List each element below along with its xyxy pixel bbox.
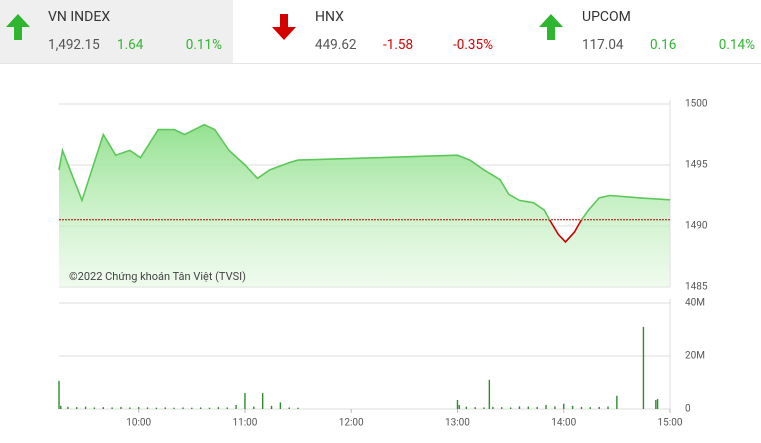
x-tick-label: 15:00 xyxy=(658,418,683,429)
volume-bar xyxy=(580,406,583,409)
volume-bar xyxy=(235,405,237,409)
volume-bar xyxy=(102,407,104,409)
ticker-percent: 0.11% xyxy=(185,37,222,53)
volume-bar xyxy=(120,406,122,409)
volume-bar xyxy=(208,407,211,409)
price-area xyxy=(59,124,670,287)
ticker-name: VN INDEX xyxy=(48,9,111,25)
volume-bar xyxy=(182,407,184,409)
ticker: HNX 449.62 -1.58 -0.35% xyxy=(267,0,500,63)
volume-bar xyxy=(297,407,299,409)
price-line xyxy=(58,123,671,244)
volume-bar xyxy=(173,407,175,409)
volume-bar xyxy=(67,406,69,409)
volume-bar xyxy=(60,405,62,409)
up-arrow xyxy=(6,14,30,40)
volume-bar xyxy=(146,407,149,409)
annotation: ©2022 Chứng khoán Tân Việt (TVSI) xyxy=(69,270,246,283)
ticker-change: 0.16 xyxy=(650,37,677,53)
volume-bar xyxy=(217,407,220,409)
up-arrow xyxy=(539,14,563,40)
volume-bar xyxy=(545,405,547,409)
ticker-change: -1.58 xyxy=(383,37,414,53)
volume-bar xyxy=(554,406,556,409)
ticker-value: 1,492.15 xyxy=(48,37,100,53)
volume-bar xyxy=(488,379,491,409)
ticker-name: HNX xyxy=(315,9,344,25)
volume-bar xyxy=(58,380,60,409)
volume-bar xyxy=(483,407,485,409)
volume-bar xyxy=(129,407,131,409)
volume-bar xyxy=(279,402,282,409)
volume-bar xyxy=(456,399,459,409)
ticker: UPCOM 117.04 0.16 0.14% xyxy=(534,0,761,63)
volume-bar xyxy=(261,393,264,409)
volume-bar xyxy=(191,407,193,409)
volume-bar xyxy=(76,407,78,409)
y-tick-label: 1495 xyxy=(685,160,708,171)
ticker-percent: 0.14% xyxy=(718,37,755,53)
volume-bar xyxy=(164,407,166,409)
y-tick-label: 20M xyxy=(685,351,705,362)
volume-bar xyxy=(111,407,113,409)
x-tick-label: 12:00 xyxy=(339,418,364,429)
y-tick-label: 1485 xyxy=(685,282,708,293)
down-arrow xyxy=(272,14,296,40)
volume-bar xyxy=(137,407,140,409)
volume-bar xyxy=(501,407,503,409)
volume-bar xyxy=(458,405,460,409)
ticker-name: UPCOM xyxy=(582,9,631,25)
volume-bar xyxy=(656,398,659,409)
volume-bar xyxy=(536,406,538,409)
volume-bar xyxy=(527,406,530,409)
volume-bar xyxy=(589,407,592,409)
volume-bar xyxy=(607,406,609,409)
ticker-value: 449.62 xyxy=(315,37,357,53)
volume-bar xyxy=(199,407,202,409)
ticker-percent: -0.35% xyxy=(453,37,493,53)
y-tick-label: 1500 xyxy=(685,99,708,110)
volume-bar xyxy=(642,326,645,409)
volume-bar xyxy=(616,395,618,409)
y-tick-label: 1490 xyxy=(685,221,708,232)
volume-bar xyxy=(563,403,565,409)
volume-bar xyxy=(465,406,468,409)
volume-bar xyxy=(518,406,521,409)
volume-bar xyxy=(598,406,600,409)
y-tick-label: 0 xyxy=(685,404,691,415)
x-tick-label: 14:00 xyxy=(551,418,576,429)
volume-bar xyxy=(244,393,246,409)
volume-bar xyxy=(93,407,96,409)
x-tick-label: 11:00 xyxy=(233,418,258,429)
y-tick-label: 40M xyxy=(685,298,705,309)
volume-bar xyxy=(226,407,228,409)
divider xyxy=(0,63,761,64)
volume-bar xyxy=(84,406,87,409)
ticker-change: 1.64 xyxy=(117,37,144,53)
volume-bar xyxy=(571,405,574,409)
volume-bar xyxy=(270,405,273,409)
volume-bar xyxy=(655,399,657,409)
volume-bar xyxy=(253,406,255,409)
x-tick-label: 13:00 xyxy=(445,418,470,429)
ticker: VN INDEX 1,492.15 1.64 0.11% xyxy=(0,0,233,63)
volume-bar xyxy=(492,406,494,409)
volume-bar xyxy=(155,407,158,409)
volume-bar xyxy=(474,407,476,409)
volume-bar xyxy=(288,407,290,409)
volume-bar xyxy=(509,407,512,409)
ticker-value: 117.04 xyxy=(582,37,624,53)
x-tick-label: 10:00 xyxy=(126,418,151,429)
